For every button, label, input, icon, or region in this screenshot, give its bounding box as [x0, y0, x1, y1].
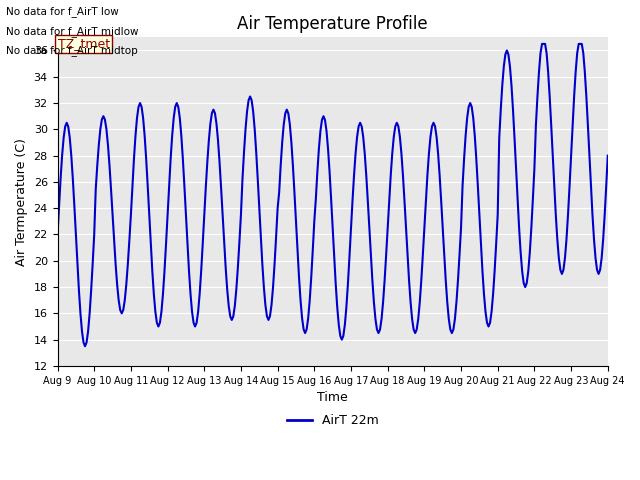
Title: Air Temperature Profile: Air Temperature Profile — [237, 15, 428, 33]
Text: No data for f_AirT midlow: No data for f_AirT midlow — [6, 25, 139, 36]
Text: TZ_tmet: TZ_tmet — [58, 37, 109, 50]
X-axis label: Time: Time — [317, 391, 348, 404]
Text: No data for f_AirT midtop: No data for f_AirT midtop — [6, 45, 138, 56]
Y-axis label: Air Termperature (C): Air Termperature (C) — [15, 138, 28, 265]
Legend: AirT 22m: AirT 22m — [282, 409, 383, 432]
Text: No data for f_AirT low: No data for f_AirT low — [6, 6, 119, 17]
